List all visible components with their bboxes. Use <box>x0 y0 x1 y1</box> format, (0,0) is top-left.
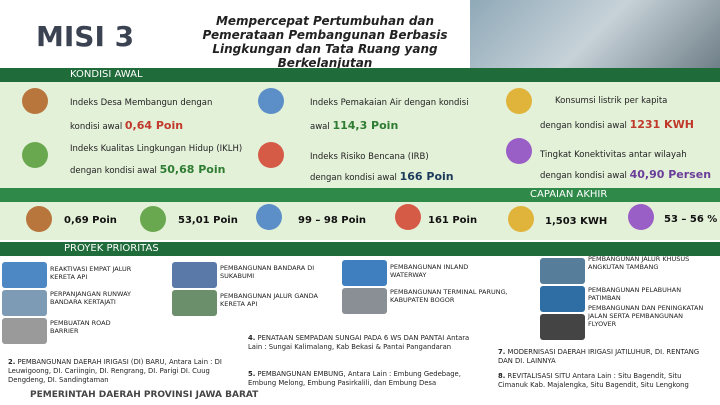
project-name: PEMBANGUNAN JALUR GANDA KERETA API <box>220 292 319 308</box>
project-image <box>172 290 217 316</box>
project-image <box>540 258 585 284</box>
project-image <box>540 286 585 312</box>
indicator-value: 50,68 Poin <box>159 163 226 176</box>
icon <box>140 206 166 232</box>
numbered-item: 5. PEMBANGUNAN EMBUNG, Antara Lain : Emb… <box>248 370 473 388</box>
indicator-text: dengan kondisi awal <box>540 121 627 131</box>
icon <box>628 204 654 230</box>
indicator-text: Konsumsi listrik per kapita <box>555 96 668 106</box>
project-name: PEMBANGUNAN JALUR KHUSUS ANGKUTAN TAMBAN… <box>588 255 690 271</box>
project-name: REAKTIVASI EMPAT JALUR KERETA API <box>50 265 132 281</box>
indicator-text: awal 114,3 Poin <box>310 119 398 132</box>
project-name: PEMBANGUNAN TERMINAL PARUNG, KABUPATEN B… <box>390 288 508 304</box>
item-text: PENATAAN SEMPADAN SUNGAI PADA 6 WS DAN P… <box>248 334 470 351</box>
indicator-text: awal <box>310 122 330 132</box>
item-number: 8. <box>498 372 506 380</box>
project-image <box>2 318 47 344</box>
project-image <box>342 288 387 314</box>
item-number: 4. <box>248 334 256 342</box>
indicator-text: dengan kondisi awal 50,68 Poin <box>70 163 225 176</box>
misi-label: MISI 3 <box>36 20 135 53</box>
achievement-value: 53,01 Poin <box>178 215 238 226</box>
project-image <box>2 262 47 288</box>
indicator-text: kondisi awal 0,64 Poin <box>70 119 183 132</box>
green-panel <box>0 68 720 240</box>
indicator-text: Indeks Desa Membangun dengan <box>70 98 213 108</box>
icon <box>256 204 282 230</box>
indicator-text: Indeks Risiko Bencana (IRB) <box>310 152 429 162</box>
icon <box>395 204 421 230</box>
achievement-value: 1,503 KWH <box>545 216 608 227</box>
icon <box>508 206 534 232</box>
indicator-value: 1231 KWH <box>629 118 694 131</box>
icon <box>26 206 52 232</box>
indicator-text: dengan kondisi awal 40,90 Persen <box>540 168 711 181</box>
indicator-text: dengan kondisi awal <box>310 173 397 183</box>
item-text: MODERNISASI DAERAH IRIGASI JATILUHUR, DI… <box>498 348 700 365</box>
indicator-text: kondisi awal <box>70 122 123 132</box>
misi-title: Mempercepat Pertumbuhan dan Pemerataan P… <box>202 14 448 70</box>
indicator-value: 0,64 Poin <box>124 119 184 132</box>
project-image <box>540 314 585 340</box>
indicator-value: 166 Poin <box>399 170 454 183</box>
item-number: 2. <box>8 358 16 366</box>
icon <box>506 88 532 114</box>
section-bar: PROYEK PRIORITAS <box>0 242 720 256</box>
item-text: REVITALISASI SITU Antara Lain : Situ Bag… <box>498 372 689 389</box>
section-heading: CAPAIAN AKHIR <box>530 189 608 200</box>
achievement-value: 0,69 Poin <box>64 215 117 226</box>
item-text: PEMBANGUNAN DAERAH IRIGASI (DI) BARU, An… <box>8 358 222 384</box>
project-name: PEMBANGUNAN DAN PENINGKATAN JALAN SERTA … <box>588 304 704 328</box>
project-name: PEMBANGUNAN INLAND WATERWAY <box>390 263 469 279</box>
section-bar: CAPAIAN AKHIR <box>0 188 720 202</box>
project-name: PERPANJANGAN RUNWAY BANDARA KERTAJATI <box>50 290 131 306</box>
item-number: 5. <box>248 370 256 378</box>
icon <box>258 142 284 168</box>
icon <box>258 88 284 114</box>
project-image <box>172 262 217 288</box>
footer: PEMERINTAH DAERAH PROVINSI JAWA BARAT <box>30 390 259 400</box>
achievement-value: 99 – 98 Poin <box>298 215 367 226</box>
numbered-item: 2. PEMBANGUNAN DAERAH IRIGASI (DI) BARU,… <box>8 358 228 385</box>
indicator-text: dengan kondisi awal <box>70 166 157 176</box>
indicator-text: Indeks Pemakaian Air dengan kondisi <box>310 98 469 108</box>
item-text: PEMBANGUNAN EMBUNG, Antara Lain : Embung… <box>248 370 461 387</box>
icon <box>506 138 532 164</box>
indicator-text: Indeks Kualitas Lingkungan Hidup (IKLH) <box>70 144 243 154</box>
item-number: 7. <box>498 348 506 356</box>
project-image <box>2 290 47 316</box>
numbered-item: 7. MODERNISASI DAERAH IRIGASI JATILUHUR,… <box>498 348 713 366</box>
achievement-value: 161 Poin <box>428 215 478 226</box>
project-name: PEMBANGUNAN PELABUHAN PATIMBAN <box>588 286 682 302</box>
project-name: PEMBANGUNAN BANDARA DI SUKABUMI <box>220 264 315 280</box>
indicator-text: Tingkat Konektivitas antar wilayah <box>540 150 687 160</box>
header-photo <box>470 0 720 68</box>
project-name: PEMBUATAN ROAD BARRIER <box>50 319 111 335</box>
icon <box>22 142 48 168</box>
indicator-value: 114,3 Poin <box>332 119 399 132</box>
icon <box>22 88 48 114</box>
section-heading: PROYEK PRIORITAS <box>64 243 159 254</box>
indicator-text: dengan kondisi awal 1231 KWH <box>540 118 694 131</box>
numbered-item: 4. PENATAAN SEMPADAN SUNGAI PADA 6 WS DA… <box>248 334 473 352</box>
section-bar: KONDISI AWAL <box>0 68 720 82</box>
project-image <box>342 260 387 286</box>
indicator-value: 40,90 Persen <box>629 168 712 181</box>
section-heading: KONDISI AWAL <box>70 69 143 80</box>
indicator-text: dengan kondisi awal <box>540 171 627 181</box>
indicator-text: dengan kondisi awal 166 Poin <box>310 170 454 183</box>
numbered-item: 8. REVITALISASI SITU Antara Lain : Situ … <box>498 372 713 390</box>
achievement-value: 53 – 56 % <box>664 214 718 225</box>
